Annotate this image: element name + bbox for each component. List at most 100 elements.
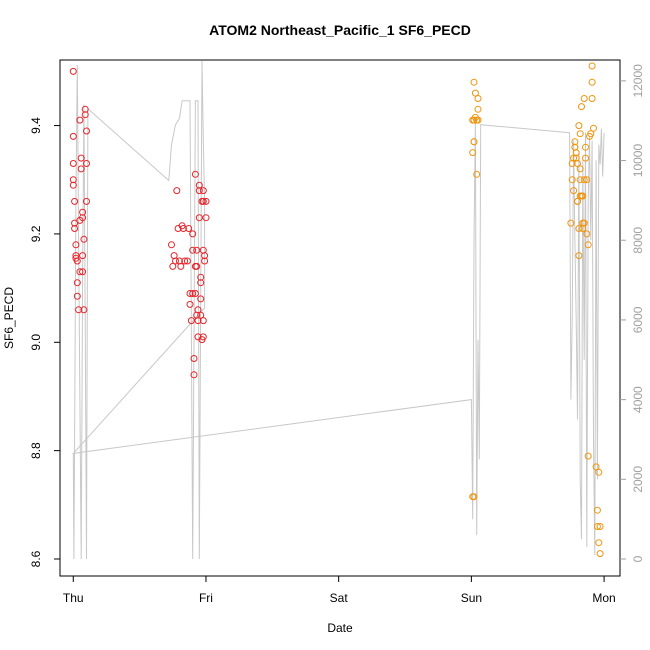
data-point-1-2 [69, 132, 77, 140]
data-point-1-47 [187, 317, 195, 325]
data-point-1-9 [72, 241, 80, 249]
data-point-1-53 [191, 170, 199, 178]
data-point-1-63 [195, 181, 203, 189]
data-point-1-48 [189, 246, 197, 254]
y-axis-label: SF6_PECD [2, 287, 16, 349]
data-point-2-60 [595, 468, 603, 476]
data-point-2-42 [580, 95, 588, 102]
data-point-1-73 [199, 333, 207, 341]
data-point-1-33 [169, 262, 177, 270]
data-point-1-31 [83, 197, 90, 205]
data-point-1-79 [202, 197, 210, 205]
data-point-1-18 [76, 116, 84, 124]
data-point-2-54 [588, 62, 596, 70]
data-point-2-31 [575, 122, 583, 130]
data-point-1-77 [201, 252, 209, 260]
data-point-1-8 [71, 225, 79, 232]
data-point-1-35 [172, 257, 179, 265]
y-tick-label-2: 9.0 [29, 334, 43, 351]
x-tick-label-0: Thu [63, 591, 84, 605]
data-point-1-43 [183, 257, 191, 265]
data-point-1-60 [194, 317, 202, 325]
data-point-1-46 [186, 290, 194, 297]
data-point-1-44 [185, 225, 193, 232]
y2-tick-label-3: 6000 [631, 306, 645, 333]
data-point-1-24 [79, 208, 87, 216]
data-point-2-18 [568, 176, 576, 184]
data-point-2-33 [576, 165, 584, 173]
x-axis-label: Date [327, 621, 353, 635]
data-point-1-72 [199, 317, 207, 325]
data-point-1-25 [80, 306, 88, 314]
data-point-2-61 [596, 523, 604, 530]
data-point-2-32 [576, 130, 584, 138]
data-point-2-41 [580, 219, 588, 227]
data-point-1-16 [76, 268, 84, 276]
data-point-1-13 [73, 279, 81, 287]
y2-tick-label-2: 4000 [631, 386, 645, 413]
data-point-1-6 [71, 197, 79, 205]
data-point-1-67 [197, 295, 205, 303]
y-tick-label-4: 9.4 [29, 117, 43, 134]
x-tick-label-3: Sun [461, 591, 482, 605]
data-point-1-76 [201, 257, 209, 265]
data-point-2-45 [582, 154, 589, 162]
y-tick-label-3: 9.2 [29, 225, 43, 242]
data-point-1-7 [71, 219, 79, 227]
axes-layer: Thu Fri Sat Sun Mon 8.6 8.8 9.0 9.2 9.4 0 2000 4000 6… [29, 64, 645, 605]
data-point-1-15 [75, 306, 83, 314]
data-point-1-26 [80, 235, 88, 243]
data-point-1-1 [69, 67, 77, 75]
x-tick-label-1: Fri [199, 591, 213, 605]
data-point-2-55 [590, 124, 597, 132]
data-point-2-4 [470, 78, 478, 86]
data-point-2-9 [471, 89, 479, 97]
y2-tick-label-6: 12000 [631, 64, 645, 98]
data-point-1-45 [186, 300, 194, 308]
series-line [72, 60, 605, 560]
data-point-1-55 [191, 290, 199, 297]
x-tick-label-2: Sat [330, 591, 349, 605]
data-point-2-26 [574, 160, 581, 167]
data-point-1-41 [179, 225, 187, 232]
data-point-2-16 [567, 219, 575, 227]
data-point-1-20 [77, 154, 85, 162]
data-point-2-58 [593, 523, 601, 530]
data-point-2-36 [578, 103, 585, 111]
data-point-1-14 [73, 292, 81, 300]
y2-tick-label-1: 2000 [631, 466, 645, 493]
data-point-1-65 [197, 273, 205, 281]
data-point-2-12 [473, 170, 481, 178]
data-point-2-28 [574, 197, 581, 205]
chart-title: ATOM2 Northeast_Pacific_1 SF6_PECD [209, 22, 471, 38]
data-point-1-32 [168, 241, 175, 249]
data-point-1-52 [190, 371, 198, 379]
data-point-1-3 [69, 160, 77, 167]
data-point-1-68 [197, 311, 205, 319]
data-point-2-20 [570, 154, 578, 162]
plot-frame [59, 59, 621, 577]
y2-tick-label-0: 0 [631, 555, 645, 562]
x-tick-label-4: Mon [592, 591, 615, 605]
data-point-2-29 [575, 225, 583, 232]
data-point-1-39 [177, 262, 185, 270]
data-point-2-62 [596, 550, 604, 558]
data-point-2-59 [595, 539, 603, 547]
data-point-2-43 [580, 176, 588, 184]
data-point-1-74 [199, 187, 207, 195]
data-point-2-15 [474, 95, 482, 102]
data-point-1-36 [173, 187, 181, 195]
data-point-2-5 [470, 493, 478, 501]
data-point-2-48 [584, 241, 592, 249]
y2-tick-label-4: 8000 [631, 227, 645, 254]
y-tick-label-0: 8.6 [29, 550, 43, 567]
data-point-2-13 [474, 116, 482, 124]
data-point-2-57 [593, 506, 601, 514]
data-point-1-28 [81, 105, 89, 113]
data-point-2-19 [570, 187, 578, 195]
data-point-2-51 [587, 130, 595, 138]
data-point-2-38 [579, 192, 587, 200]
data-point-2-35 [576, 176, 584, 184]
data-point-2-44 [582, 143, 589, 151]
